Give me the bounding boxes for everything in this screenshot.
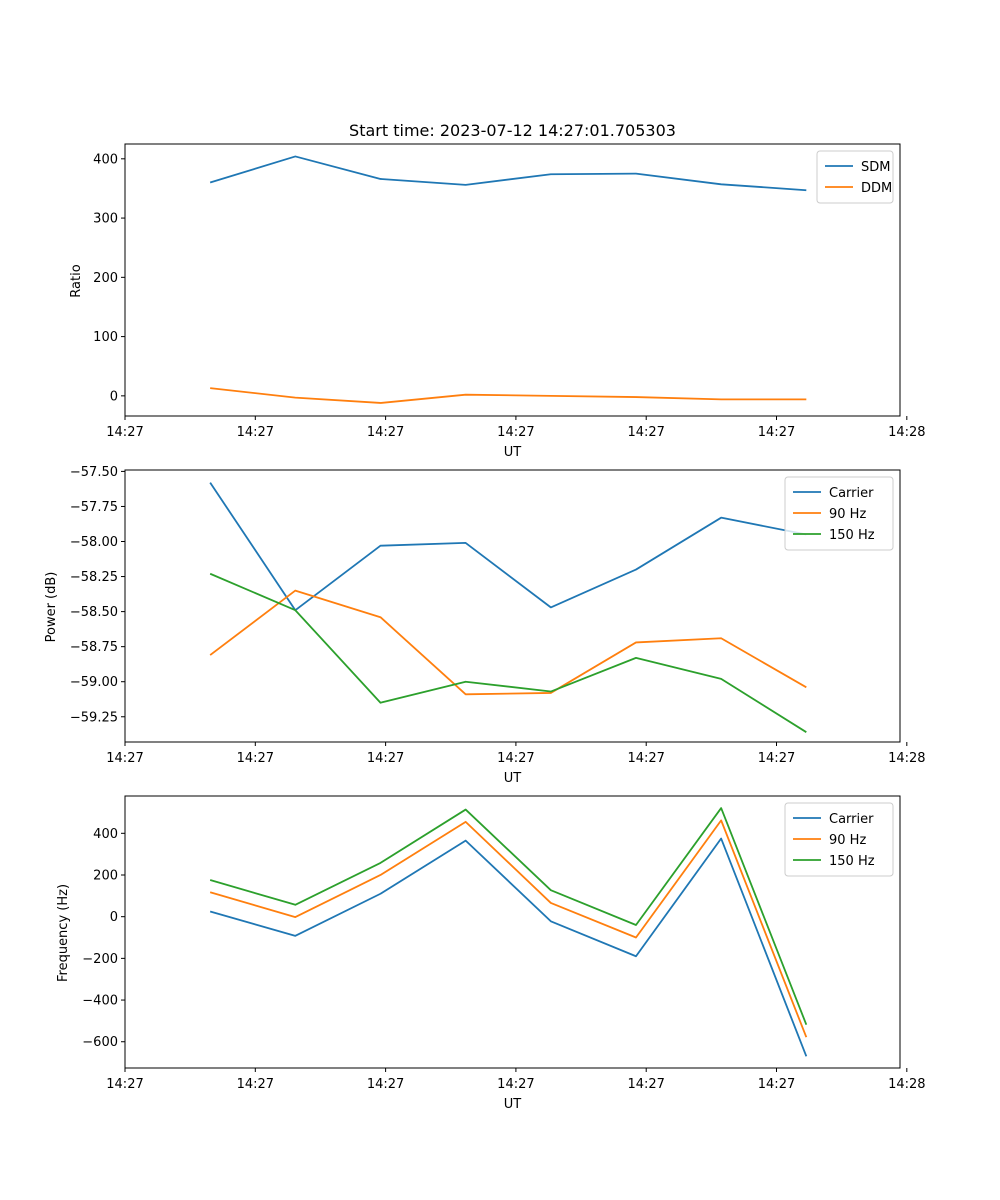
x-axis-label: UT <box>504 1097 522 1112</box>
y-tick-label: 100 <box>93 330 118 345</box>
frequency-panel: UT Frequency (Hz) 14:27 14:27 14:27 14:27 14… <box>56 795 926 1112</box>
legend-label: Carrier <box>829 486 874 501</box>
y-tick-label: −57.75 <box>70 500 118 515</box>
legend-label: 90 Hz <box>829 507 866 522</box>
x-tick-label: 14:28 <box>888 425 925 440</box>
axes-frame <box>124 795 901 1069</box>
series-line-carrier <box>209 837 808 1057</box>
x-tick-label: 14:27 <box>627 751 664 766</box>
x-tick-label: 14:27 <box>758 751 795 766</box>
series-line-150-hz <box>209 572 807 733</box>
y-tick-label: −59.00 <box>70 675 118 690</box>
y-tick-label: −57.50 <box>70 465 118 480</box>
series-line-sdm <box>209 155 807 192</box>
x-tick-label: 14:27 <box>367 751 404 766</box>
series-line-90-hz <box>209 819 808 1038</box>
x-tick-label: 14:27 <box>497 751 534 766</box>
y-tick-label: −58.25 <box>70 570 118 585</box>
x-tick-label: 14:27 <box>237 1077 274 1092</box>
y-tick-label: 200 <box>93 868 118 883</box>
ratio-panel: Start time: 2023-07-12 14:27:01.705303 U… <box>69 121 926 460</box>
legend: Carrier 90 Hz 150 Hz <box>784 476 894 551</box>
x-tick-label: 14:27 <box>758 1077 795 1092</box>
series-line-90-hz <box>209 589 807 696</box>
y-tick-label: −600 <box>82 1035 118 1050</box>
y-tick-label: −58.75 <box>70 640 118 655</box>
y-axis-label: Frequency (Hz) <box>56 884 71 982</box>
power-panel: UT Power (dB) 14:27 14:27 14:27 14:27 14:27 1… <box>44 465 926 786</box>
x-tick-label: 14:27 <box>237 751 274 766</box>
y-tick-label: 300 <box>93 212 118 227</box>
x-tick-label: 14:27 <box>497 425 534 440</box>
legend-label: Carrier <box>829 812 874 827</box>
x-tick-label: 14:27 <box>106 425 143 440</box>
y-axis-label: Ratio <box>69 264 84 297</box>
x-tick-label: 14:28 <box>888 1077 925 1092</box>
x-tick-label: 14:27 <box>627 425 664 440</box>
y-tick-label: −58.50 <box>70 605 118 620</box>
series-line-carrier <box>209 482 807 612</box>
axes-frame <box>124 143 901 417</box>
axes-frame <box>124 469 901 743</box>
y-tick-label: 0 <box>110 389 118 404</box>
y-tick-label: 400 <box>93 152 118 167</box>
x-tick-label: 14:27 <box>106 751 143 766</box>
chart-title: Start time: 2023-07-12 14:27:01.705303 <box>349 121 676 140</box>
x-axis-label: UT <box>504 771 522 786</box>
legend-label: SDM <box>861 160 890 175</box>
series-line-150-hz <box>209 807 808 1025</box>
y-tick-label: −59.25 <box>70 710 118 725</box>
x-tick-label: 14:27 <box>497 1077 534 1092</box>
x-tick-label: 14:27 <box>106 1077 143 1092</box>
x-tick-label: 14:28 <box>888 751 925 766</box>
x-tick-label: 14:27 <box>367 1077 404 1092</box>
legend-label: DDM <box>861 181 892 196</box>
legend-label: 150 Hz <box>829 854 875 869</box>
y-axis-label: Power (dB) <box>44 572 59 643</box>
y-tick-label: 0 <box>110 910 118 925</box>
legend: SDM DDM <box>816 150 894 204</box>
y-tick-label: −200 <box>82 952 118 967</box>
y-tick-label: −58.00 <box>70 535 118 550</box>
x-tick-label: 14:27 <box>367 425 404 440</box>
x-tick-label: 14:27 <box>237 425 274 440</box>
legend-label: 90 Hz <box>829 833 866 848</box>
y-tick-label: 400 <box>93 827 118 842</box>
y-tick-label: 200 <box>93 271 118 286</box>
x-tick-label: 14:27 <box>627 1077 664 1092</box>
y-tick-label: −400 <box>82 994 118 1009</box>
series-line-ddm <box>210 387 807 404</box>
legend: Carrier 90 Hz 150 Hz <box>784 802 894 877</box>
x-axis-label: UT <box>504 445 522 460</box>
x-tick-label: 14:27 <box>758 425 795 440</box>
legend-label: 150 Hz <box>829 528 875 543</box>
